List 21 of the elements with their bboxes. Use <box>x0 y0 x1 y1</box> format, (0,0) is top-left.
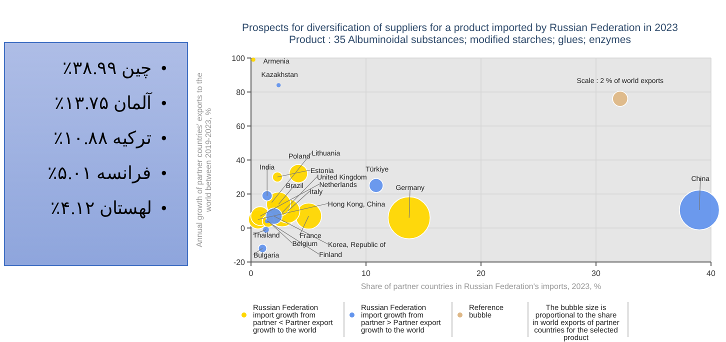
y-tick-label: 60 <box>236 122 246 131</box>
x-tick-label: 10 <box>362 269 371 278</box>
x-tick-label: 40 <box>706 269 716 278</box>
y-tick-label: 100 <box>232 54 246 63</box>
x-axis-title: Share of partner countries in Russian Federation's imports, 2023, % <box>360 282 602 291</box>
y-axis-title: Annual growth of partner countries' exports to the world between 2019-2023, % <box>195 72 213 248</box>
y-tick-label: 40 <box>236 156 246 165</box>
text: • چین ۳۸.۹۹٪ <box>62 57 167 79</box>
y-tick-label: 20 <box>236 190 246 199</box>
text: • فرانسه ۵.۰۱٪ <box>46 162 167 184</box>
y-tick-label: -20 <box>233 258 246 267</box>
text: • آلمان ۱۳.۷۵٪ <box>54 92 167 114</box>
text: • ترکیه ۱۰.۸۸٪ <box>52 127 167 149</box>
chart-subtitle: Product : 35 Albuminoidal substances; modified starches; glues; enzymes <box>288 34 632 46</box>
chart-title: Prospects for diversification of suppliers for a product imported by Russian Federation in 2023 <box>242 22 678 34</box>
x-tick-label: 20 <box>476 269 486 278</box>
x-tick-label: 30 <box>592 269 601 278</box>
text: • لهستان ۴.۱۲٪ <box>50 197 167 219</box>
y-tick-label: 0 <box>240 224 246 233</box>
y-tick-label: 80 <box>236 88 246 97</box>
x-tick-label: 0 <box>248 269 254 278</box>
